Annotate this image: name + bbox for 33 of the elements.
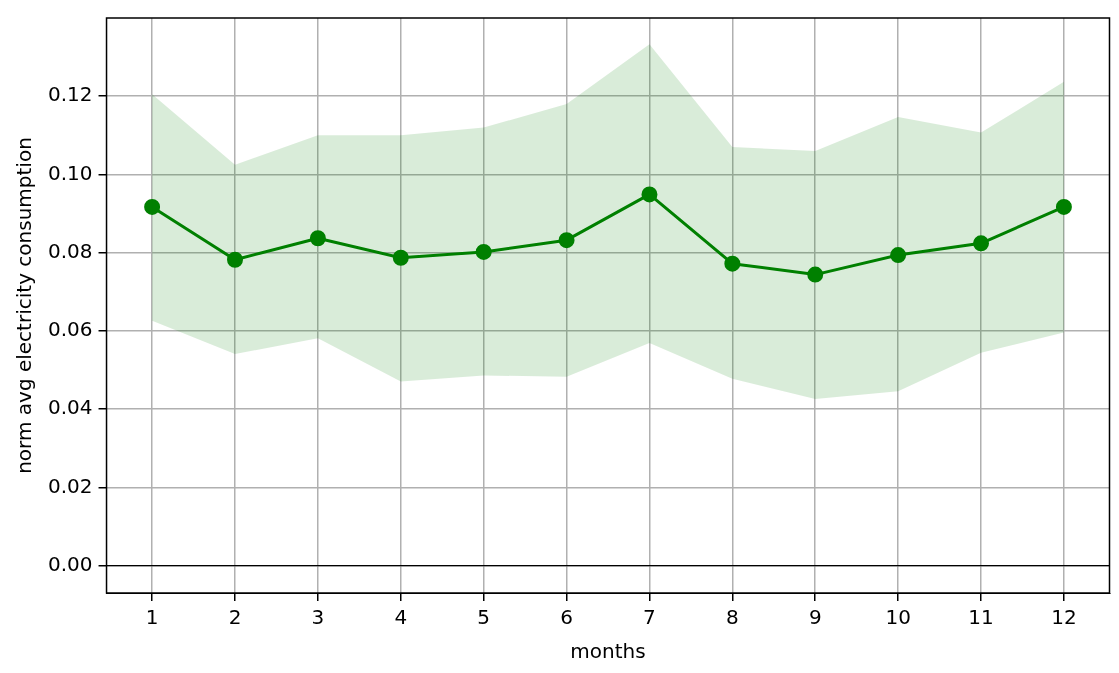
- x-tick-label: 1: [145, 605, 159, 630]
- y-tick-label: 0.00: [48, 551, 93, 576]
- x-tick-label: 5: [477, 605, 491, 630]
- point: [392, 249, 409, 266]
- x-tick-label: 2: [228, 605, 242, 630]
- point: [558, 232, 575, 249]
- point: [890, 247, 907, 264]
- y-axis-title: norm avg electricity consumption: [12, 137, 37, 474]
- x-axis-title: months: [570, 639, 646, 664]
- x-tick-label: 10: [885, 605, 911, 630]
- point: [475, 243, 492, 260]
- y-tick-label: 0.06: [48, 317, 93, 342]
- x-tick-label: 11: [968, 605, 994, 630]
- point: [973, 235, 990, 252]
- y-tick-label: 0.04: [48, 395, 93, 420]
- x-tick-label: 9: [808, 605, 822, 630]
- x-tick-label: 7: [643, 605, 656, 630]
- point: [807, 266, 824, 283]
- point: [641, 186, 658, 203]
- x-tick-label: 6: [560, 605, 573, 630]
- y-tick-label: 0.10: [48, 160, 93, 185]
- y-tick-label: 0.12: [48, 82, 93, 107]
- y-tick-label: 0.08: [48, 238, 93, 263]
- x-tick-label: 12: [1051, 605, 1077, 630]
- point: [724, 255, 741, 272]
- point: [309, 230, 326, 247]
- point: [227, 251, 244, 268]
- point: [1055, 198, 1072, 215]
- x-tick-label: 4: [394, 605, 408, 630]
- y-tick-label: 0.02: [48, 473, 93, 498]
- x-tick-label: 8: [725, 605, 739, 630]
- x-tick-label: 3: [311, 605, 325, 630]
- point: [144, 198, 161, 215]
